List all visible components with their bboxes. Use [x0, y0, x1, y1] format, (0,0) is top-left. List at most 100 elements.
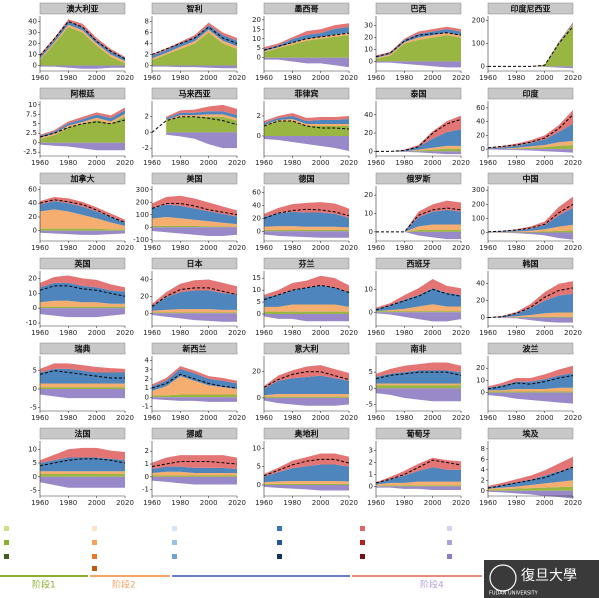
net-line — [487, 114, 574, 149]
logo-seal — [489, 564, 517, 592]
x-tick-label: 1960 — [143, 159, 161, 167]
y-tick-label: 0 — [481, 389, 485, 397]
y-tick-label: 0 — [257, 132, 261, 140]
panel-title-bg — [487, 427, 574, 440]
x-tick-label: 2000 — [88, 244, 106, 252]
y-tick-label: 40 — [476, 118, 485, 126]
x-tick-label: 1960 — [367, 244, 385, 252]
area-layer — [264, 230, 349, 232]
panel-title-bg — [375, 2, 462, 15]
y-tick-label: 40 — [364, 111, 373, 119]
y-tick-label: 40 — [28, 199, 37, 207]
panel-title: 俄罗斯 — [406, 174, 431, 184]
panel-title: 英国 — [74, 259, 91, 269]
area-layer — [264, 396, 349, 398]
x-tick-label: 2020 — [340, 499, 358, 507]
area-layer — [152, 309, 237, 313]
x-tick-label: 1960 — [479, 159, 497, 167]
x-tick-label: 1960 — [143, 329, 161, 337]
y-tick-label: 0 — [481, 487, 485, 495]
area-layer — [376, 485, 461, 487]
y-tick-label: 0 — [145, 309, 149, 317]
net-line — [375, 371, 462, 380]
x-tick-label: 1960 — [367, 329, 385, 337]
y-tick-label: 0 — [369, 57, 373, 65]
net-line — [151, 287, 238, 307]
area-layer — [376, 231, 461, 240]
area-layer — [376, 35, 461, 62]
area-layer — [264, 57, 349, 68]
y-tick-label: 300 — [136, 186, 149, 194]
x-tick-label: 2020 — [116, 244, 134, 252]
net-line — [151, 116, 238, 133]
y-tick-label: 0 — [369, 308, 373, 316]
panel-title: 葡萄牙 — [406, 429, 431, 439]
area-layer — [264, 314, 349, 322]
x-tick-label: 2000 — [424, 414, 442, 422]
y-tick-label: 20 — [140, 292, 149, 300]
logo-name: 復旦大學 — [521, 567, 577, 584]
y-tick-label: 100 — [472, 214, 485, 222]
x-tick-label: 1960 — [255, 414, 273, 422]
x-tick-label: 2000 — [200, 414, 218, 422]
panel-title-bg — [487, 87, 574, 100]
area-layer — [488, 365, 573, 388]
y-tick-label: 20 — [252, 16, 261, 24]
y-tick-label: -5 — [366, 401, 373, 409]
area-layer — [40, 387, 125, 389]
x-tick-label: 1960 — [255, 499, 273, 507]
y-tick-label: 6 — [145, 29, 150, 37]
panel-title-bg — [151, 427, 238, 440]
area-layer — [376, 486, 461, 491]
area-layer — [152, 65, 237, 69]
panel-title-bg — [263, 172, 350, 185]
net-line — [151, 26, 238, 55]
legend-swatches — [4, 526, 452, 571]
area-layer — [152, 376, 237, 396]
y-tick-label: 30 — [28, 29, 37, 37]
panel-title: 印度尼西亚 — [511, 4, 551, 14]
area-layer — [152, 313, 237, 322]
x-tick-label: 2020 — [116, 414, 134, 422]
x-tick-label: 1980 — [283, 414, 301, 422]
x-tick-label: 2000 — [536, 159, 554, 167]
y-tick-label: 20 — [476, 297, 485, 305]
panel-title-bg — [39, 342, 126, 355]
x-tick-label: 2020 — [340, 329, 358, 337]
area-layer — [488, 25, 573, 67]
x-tick-label: 2000 — [312, 329, 330, 337]
area-layer — [152, 394, 237, 398]
y-tick-label: 2 — [145, 51, 149, 59]
panel-title-bg — [39, 257, 126, 270]
area-layer — [376, 481, 461, 486]
area-layer — [40, 471, 125, 474]
net-line — [487, 203, 574, 233]
x-tick-label: 1960 — [31, 414, 49, 422]
area-layer — [488, 281, 573, 318]
y-tick-label: 200 — [472, 200, 485, 208]
area-layer — [40, 457, 125, 472]
y-tick-label: 2 — [145, 113, 149, 121]
area-layer — [376, 209, 461, 232]
area-layer — [264, 397, 349, 406]
y-tick-label: 2 — [145, 447, 149, 455]
panel-title-bg — [375, 87, 462, 100]
x-tick-label: 2020 — [340, 414, 358, 422]
net-line — [39, 370, 125, 379]
area-layer — [40, 201, 125, 226]
x-tick-label: 2000 — [200, 74, 218, 82]
x-tick-label: 1980 — [395, 499, 413, 507]
area-layer — [376, 311, 461, 313]
x-tick-label: 2020 — [452, 244, 470, 252]
net-line — [151, 203, 238, 216]
x-tick-label: 1980 — [507, 159, 525, 167]
swatch — [92, 554, 97, 559]
y-tick-label: 0 — [369, 384, 373, 392]
x-tick-label: 1980 — [395, 159, 413, 167]
panel-title: 波兰 — [523, 344, 539, 354]
y-tick-label: 40 — [476, 280, 485, 288]
y-tick-label: 200 — [136, 198, 149, 206]
x-tick-label: 1960 — [31, 244, 49, 252]
x-tick-label: 2020 — [452, 74, 470, 82]
area-layer — [264, 365, 349, 389]
